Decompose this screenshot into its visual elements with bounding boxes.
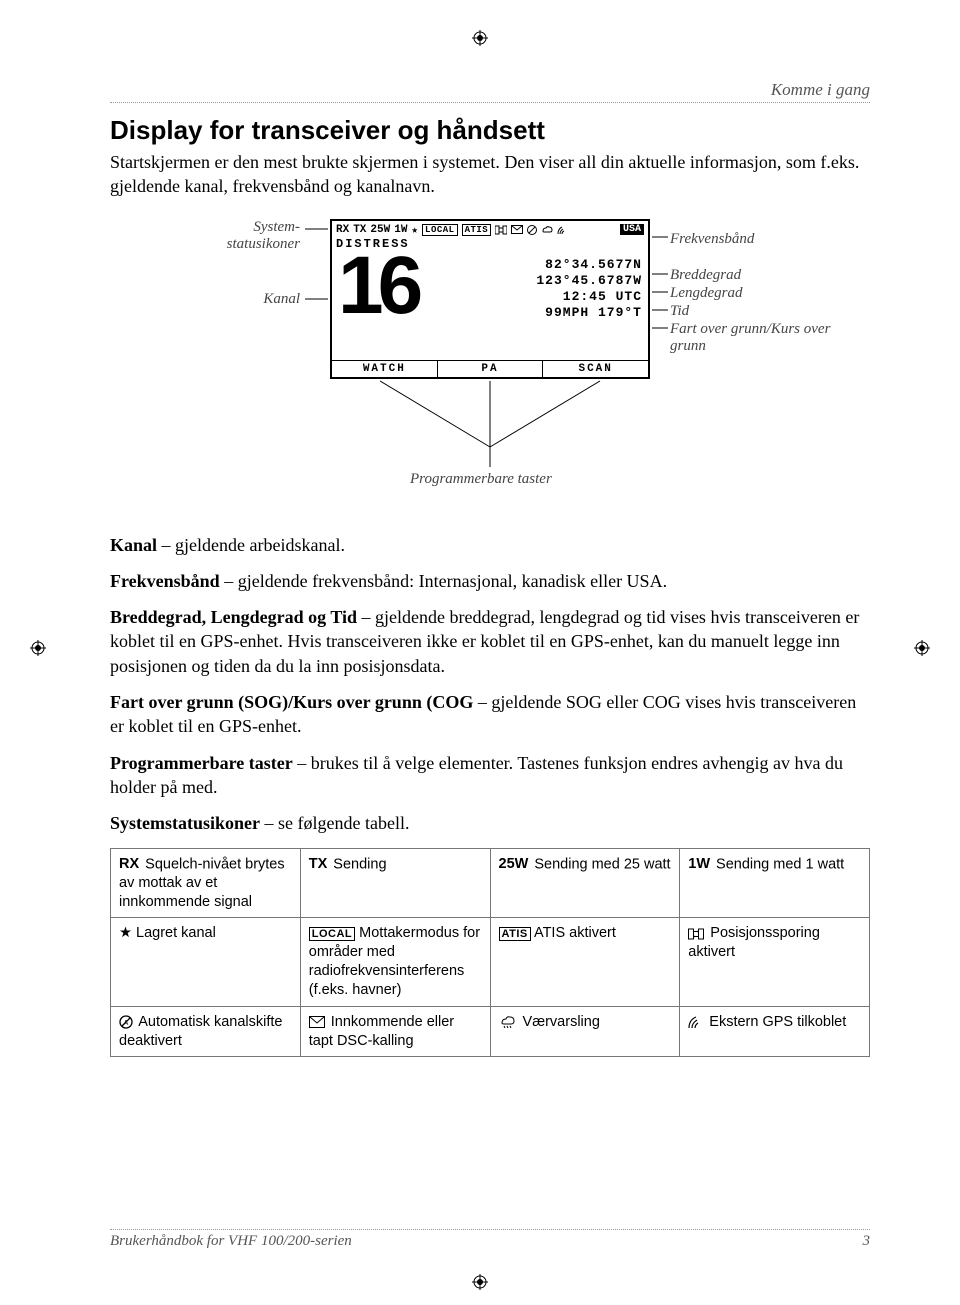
star-icon: ★ xyxy=(411,223,418,237)
softkey-scan: SCAN xyxy=(543,361,648,377)
envelope-icon xyxy=(511,225,523,234)
definitions: Kanal – gjeldende arbeidskanal. Frekvens… xyxy=(110,533,870,836)
label-system-icons: System-statusikoner xyxy=(180,219,300,253)
rx-icon: RX xyxy=(336,224,349,236)
weather-icon xyxy=(499,1015,517,1028)
w1-icon: 1W xyxy=(688,856,710,872)
cell-dsc: Innkommende eller tapt DSC-kalling xyxy=(300,1006,490,1057)
registration-mark-icon xyxy=(914,640,930,656)
footer-title: Brukerhåndbok for VHF 100/200-serien xyxy=(110,1233,352,1250)
registration-mark-icon xyxy=(472,1274,488,1290)
section-header: Komme i gang xyxy=(110,80,870,103)
cell-tracking: Posisjonssporing aktivert xyxy=(680,918,870,1006)
cell-local: LOCAL Mottakermodus for områder med radi… xyxy=(300,918,490,1006)
tracking-icon xyxy=(495,225,507,235)
tx-icon: TX xyxy=(353,224,366,236)
no-auto-icon: A xyxy=(119,1015,133,1029)
lcd-screen: RX TX 25W 1W ★ LOCAL ATIS USA DISTRESS 1… xyxy=(330,219,650,379)
def-fart: Fart over grunn (SOG)/Kurs over grunn (C… xyxy=(110,690,870,739)
star-icon: ★ xyxy=(119,925,132,941)
channel-number: 16 xyxy=(338,251,417,322)
no-auto-icon xyxy=(527,225,537,235)
power-25w: 25W xyxy=(370,224,390,236)
cell-saved: ★ Lagret kanal xyxy=(111,918,301,1006)
def-prog: Programmerbare taster – brukes til å vel… xyxy=(110,751,870,800)
def-kanal: Kanal – gjeldende arbeidskanal. xyxy=(110,533,870,557)
sog-cog-value: 99MPH 179°T xyxy=(536,305,642,321)
time-value: 12:45 UTC xyxy=(536,289,642,305)
power-1w: 1W xyxy=(394,224,407,236)
cell-1w: 1W Sending med 1 watt xyxy=(680,848,870,918)
lcd-diagram: RX TX 25W 1W ★ LOCAL ATIS USA DISTRESS 1… xyxy=(110,219,870,519)
def-breddegrad: Breddegrad, Lengdegrad og Tid – gjeldend… xyxy=(110,605,870,678)
cell-rx: RX Squelch-nivået brytes av mottak av et… xyxy=(111,848,301,918)
gps-sat-icon xyxy=(688,1015,703,1029)
gps-sat-icon xyxy=(557,225,567,235)
local-icon: LOCAL xyxy=(309,927,355,941)
tracking-icon xyxy=(688,928,704,940)
page-title: Display for transceiver og håndsett xyxy=(110,115,870,146)
weather-icon xyxy=(541,225,553,235)
atis-icon: ATIS xyxy=(462,224,492,236)
page-number: 3 xyxy=(863,1233,871,1250)
label-prog-taster: Programmerbare taster xyxy=(410,471,552,488)
softkey-watch: WATCH xyxy=(332,361,438,377)
w25-icon: 25W xyxy=(499,856,529,872)
def-frekvensband: Frekvensbånd – gjeldende frekvensbånd: I… xyxy=(110,569,870,593)
lcd-status-row: RX TX 25W 1W ★ LOCAL ATIS USA xyxy=(332,221,648,237)
latitude-value: 82°34.5677N xyxy=(536,257,642,273)
icon-table: RX Squelch-nivået brytes av mottak av et… xyxy=(110,848,870,1058)
cell-25w: 25W Sending med 25 watt xyxy=(490,848,680,918)
cell-weather: Værvarsling xyxy=(490,1006,680,1057)
label-tid: Tid xyxy=(670,303,689,320)
label-frekvensband: Frekvensbånd xyxy=(670,231,754,248)
softkey-row: WATCH PA SCAN xyxy=(332,360,648,377)
rx-icon: RX xyxy=(119,856,139,872)
envelope-icon xyxy=(309,1016,325,1028)
tx-icon: TX xyxy=(309,856,328,872)
page-footer: Brukerhåndbok for VHF 100/200-serien 3 xyxy=(110,1229,870,1250)
cell-noauto: A Automatisk kanalskifte deaktivert xyxy=(111,1006,301,1057)
freq-band-badge: USA xyxy=(620,224,644,235)
longitude-value: 123°45.6787W xyxy=(536,273,642,289)
label-fart: Fart over grunn/Kurs over grunn xyxy=(670,321,840,356)
label-kanal: Kanal xyxy=(180,291,300,308)
atis-icon: ATIS xyxy=(499,927,531,941)
def-sys: Systemstatusikoner – se følgende tabell. xyxy=(110,811,870,835)
cell-tx: TX Sending xyxy=(300,848,490,918)
readouts: 82°34.5677N 123°45.6787W 12:45 UTC 99MPH… xyxy=(536,251,642,322)
registration-mark-icon xyxy=(30,640,46,656)
svg-text:A: A xyxy=(124,1020,129,1027)
label-lengdegrad: Lengdegrad xyxy=(670,285,743,302)
softkey-pa: PA xyxy=(438,361,544,377)
cell-atis: ATIS ATIS aktivert xyxy=(490,918,680,1006)
label-breddegrad: Breddegrad xyxy=(670,267,741,284)
local-icon: LOCAL xyxy=(422,224,458,236)
registration-mark-icon xyxy=(472,30,488,46)
cell-gps: Ekstern GPS tilkoblet xyxy=(680,1006,870,1057)
intro-text: Startskjermen er den mest brukte skjerme… xyxy=(110,150,870,199)
